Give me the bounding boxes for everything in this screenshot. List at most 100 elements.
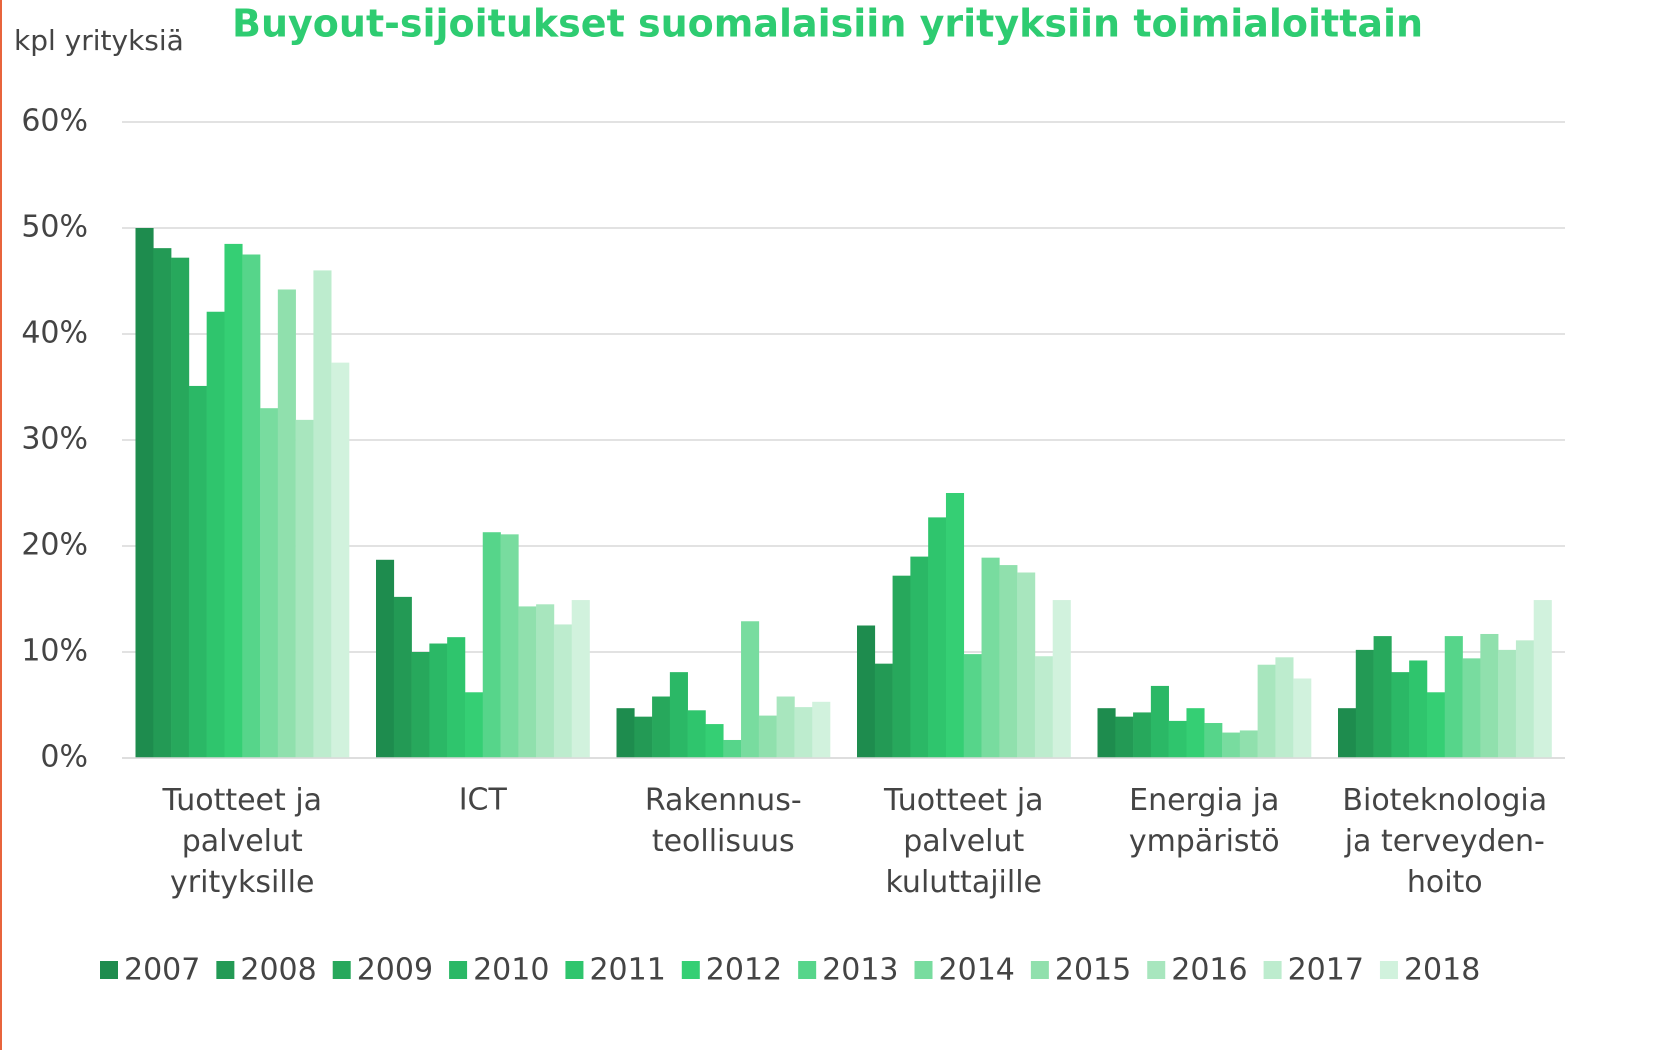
legend-swatch: [914, 961, 933, 979]
legend-label: 2016: [1171, 953, 1247, 988]
legend-label: 2015: [1055, 953, 1131, 988]
bar: [153, 248, 172, 758]
bar: [1275, 657, 1294, 758]
legend-swatch: [100, 961, 118, 979]
bar: [224, 243, 243, 758]
bar: [536, 604, 555, 758]
bar: [910, 556, 929, 758]
bar: [429, 643, 448, 758]
bar: [723, 739, 742, 758]
bar: [857, 625, 876, 758]
edge-line: [0, 0, 2, 1050]
bar: [1462, 658, 1481, 758]
bar: [999, 565, 1018, 758]
y-tick-label: 30%: [21, 422, 88, 457]
bar: [1150, 685, 1169, 758]
bar: [331, 362, 350, 758]
bar: [1115, 716, 1134, 758]
bar: [741, 621, 760, 758]
legend-swatch: [681, 961, 700, 979]
bar: [776, 696, 795, 758]
y-tick-label: 40%: [21, 316, 88, 351]
legend-swatch: [216, 961, 235, 979]
bar: [393, 596, 412, 758]
bar: [687, 710, 706, 758]
bar: [669, 672, 688, 758]
bar: [1222, 732, 1241, 758]
bar: [1097, 708, 1116, 758]
bar: [553, 624, 573, 758]
bar: [1239, 730, 1258, 758]
legend-label: 2007: [124, 953, 200, 988]
bar: [376, 559, 395, 758]
x-tick-label: Energia ja ympäristö: [1129, 783, 1280, 859]
y-tick-label: 50%: [21, 210, 88, 245]
bar: [1480, 633, 1499, 758]
legend-swatch: [798, 961, 817, 979]
bar: [1355, 649, 1374, 758]
bar: [482, 532, 501, 758]
bar: [135, 228, 154, 758]
bar: [260, 408, 279, 758]
legend-swatch: [449, 961, 468, 979]
bar: [812, 701, 831, 758]
bar: [1186, 708, 1205, 758]
bar: [1168, 720, 1187, 758]
bar: [1498, 649, 1517, 758]
bar: [1533, 600, 1552, 758]
legend-swatch: [1379, 961, 1398, 979]
legend-swatch: [332, 961, 351, 979]
bar: [1391, 672, 1410, 758]
bar: [571, 600, 590, 758]
bar: [794, 707, 813, 758]
legend-label: 2008: [240, 953, 316, 988]
bar: [188, 385, 207, 758]
x-tick-label: Tuotteet ja palvelut kuluttajille: [883, 783, 1044, 900]
bar: [874, 663, 893, 758]
bar: [518, 606, 537, 758]
x-tick-label: ICT: [459, 783, 508, 818]
bar: [1409, 660, 1428, 758]
bar: [411, 652, 430, 758]
y-tick-label: 20%: [21, 528, 88, 563]
bar: [242, 254, 261, 758]
bar: [1444, 636, 1463, 758]
bar: [1034, 656, 1054, 758]
y-tick-label: 10%: [21, 634, 88, 669]
bar: [171, 257, 190, 758]
x-tick-label: Rakennus-teollisuus: [645, 783, 802, 859]
bar: [1515, 640, 1535, 758]
bar: [892, 575, 911, 758]
legend-label: 2017: [1288, 953, 1364, 988]
bar: [928, 517, 947, 758]
y-axis-label: kpl yrityksiä: [14, 24, 184, 57]
legend-swatch: [1030, 961, 1049, 979]
bar: [616, 708, 635, 758]
bar: [1257, 664, 1276, 758]
bar: [1293, 678, 1312, 758]
bar: [1426, 692, 1446, 758]
chart-title: Buyout-sijoitukset suomalaisiin yrityksi…: [232, 2, 1423, 46]
legend-label: 2014: [939, 953, 1015, 988]
bar: [1017, 572, 1036, 758]
legend-label: 2009: [357, 953, 433, 988]
bar: [652, 696, 671, 758]
x-tick-label: Bioteknologia ja terveyden-hoito: [1342, 783, 1547, 900]
bar: [963, 654, 982, 758]
bar: [634, 716, 653, 758]
bar: [1052, 600, 1071, 758]
bar: [447, 637, 466, 758]
legend-label: 2018: [1404, 953, 1480, 988]
x-tick-label: Tuotteet ja palvelut yrityksille: [161, 783, 322, 900]
legend-swatch: [1263, 961, 1282, 979]
legend-label: 2010: [473, 953, 549, 988]
bar: [981, 557, 1000, 758]
legend-label: 2013: [822, 953, 898, 988]
bar: [945, 493, 965, 758]
bar: [313, 270, 332, 758]
bar: [1373, 636, 1392, 758]
bar: [705, 724, 724, 758]
bar: [1338, 708, 1357, 758]
y-tick-label: 60%: [21, 104, 88, 139]
legend-label: 2012: [706, 953, 782, 988]
